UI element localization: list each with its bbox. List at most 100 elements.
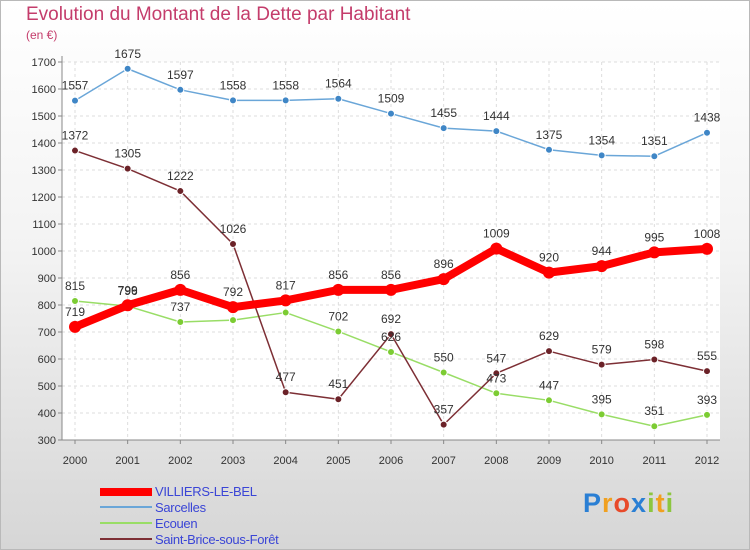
- legend-label: Sarcelles: [155, 500, 206, 515]
- x-tick-label: 2008: [484, 455, 508, 467]
- x-tick-label: 2001: [115, 455, 139, 467]
- data-point: [229, 239, 237, 248]
- data-label: 547: [486, 351, 506, 365]
- y-tick-label: 1300: [32, 165, 56, 177]
- data-point: [281, 308, 290, 317]
- x-tick-label: 2000: [63, 455, 87, 467]
- data-label: 792: [223, 285, 243, 299]
- data-point: [229, 96, 237, 105]
- data-label: 1509: [378, 92, 405, 106]
- legend-label: Ecouen: [155, 516, 198, 531]
- data-point: [123, 64, 132, 73]
- chart-subtitle: (en €): [26, 28, 58, 42]
- data-point: [703, 367, 711, 376]
- data-point: [439, 124, 448, 133]
- data-point: [332, 283, 345, 296]
- data-point: [121, 299, 134, 312]
- legend-label: Saint-Brice-sous-Forêt: [155, 532, 279, 547]
- data-point: [385, 283, 397, 296]
- data-label: 896: [434, 257, 454, 271]
- data-point: [176, 187, 185, 196]
- data-label: 1444: [483, 109, 510, 123]
- x-tick-label: 2007: [431, 455, 455, 467]
- data-label: 393: [697, 393, 717, 407]
- x-tick-label: 2003: [221, 455, 245, 467]
- data-label: 944: [592, 244, 612, 258]
- x-tick-label: 2006: [379, 455, 403, 467]
- data-point: [334, 395, 343, 404]
- data-point: [437, 273, 450, 286]
- data-label: 856: [328, 268, 348, 282]
- x-tick-label: 2010: [589, 455, 613, 467]
- y-tick-label: 900: [38, 273, 56, 285]
- data-label: 1558: [272, 78, 299, 92]
- data-label: 796: [118, 284, 138, 298]
- data-label: 550: [434, 351, 454, 365]
- data-point: [281, 96, 290, 105]
- logo-letter: P: [583, 488, 603, 518]
- y-tick-label: 400: [38, 408, 56, 420]
- data-point: [71, 96, 79, 105]
- data-label: 817: [276, 278, 296, 292]
- data-point: [334, 94, 343, 103]
- logo-letter: r: [602, 488, 614, 518]
- data-label: 719: [65, 305, 85, 319]
- data-point: [597, 410, 606, 419]
- y-tick-label: 600: [38, 354, 56, 366]
- data-label: 1009: [483, 227, 510, 241]
- data-label: 920: [539, 251, 559, 265]
- data-label: 477: [276, 370, 296, 384]
- data-point: [492, 369, 501, 378]
- y-tick-label: 500: [38, 381, 56, 393]
- x-tick-label: 2012: [695, 455, 719, 467]
- data-point: [123, 164, 132, 173]
- data-label: 598: [644, 338, 664, 352]
- data-label: 737: [170, 300, 190, 314]
- x-tick-label: 2011: [643, 455, 667, 467]
- data-point: [492, 127, 501, 136]
- data-label: 626: [381, 330, 401, 344]
- y-tick-label: 300: [38, 435, 56, 447]
- data-label: 395: [592, 392, 612, 406]
- data-point: [597, 360, 606, 369]
- legend-swatch: [100, 522, 152, 524]
- data-label: 357: [434, 403, 454, 417]
- data-label: 1558: [220, 78, 247, 92]
- data-label: 692: [381, 312, 401, 326]
- logo-letter: i: [647, 488, 656, 518]
- x-tick-label: 2009: [537, 455, 561, 467]
- data-point: [595, 260, 608, 273]
- logo-letter: i: [665, 488, 675, 518]
- logo-letter: o: [613, 488, 632, 518]
- data-label: 1305: [114, 147, 141, 161]
- y-tick-label: 1000: [32, 246, 56, 258]
- x-tick-label: 2002: [168, 455, 192, 467]
- data-label: 856: [381, 268, 401, 282]
- data-point: [387, 330, 395, 339]
- legend-swatch: [100, 506, 152, 508]
- proxiti-logo: Proxiti: [583, 488, 674, 519]
- data-label: 1222: [167, 169, 194, 183]
- data-point: [545, 145, 553, 154]
- data-label: 1026: [220, 222, 247, 236]
- data-point: [174, 283, 187, 296]
- data-point: [490, 242, 503, 255]
- data-label: 1438: [694, 111, 721, 125]
- y-tick-label: 1100: [32, 219, 56, 231]
- data-label: 1351: [641, 134, 668, 148]
- data-label: 995: [644, 230, 664, 244]
- data-label: 447: [539, 378, 559, 392]
- y-tick-label: 1600: [32, 84, 56, 96]
- data-point: [176, 318, 185, 327]
- x-tick-label: 2005: [326, 455, 350, 467]
- data-point: [387, 347, 395, 356]
- data-point: [439, 420, 448, 429]
- y-tick-label: 1700: [32, 57, 56, 69]
- legend-swatch: [100, 488, 152, 496]
- y-tick-label: 800: [38, 300, 56, 312]
- data-label: 629: [539, 329, 559, 343]
- data-point: [545, 396, 553, 405]
- data-label: 1008: [694, 227, 721, 241]
- data-label: 555: [697, 349, 717, 363]
